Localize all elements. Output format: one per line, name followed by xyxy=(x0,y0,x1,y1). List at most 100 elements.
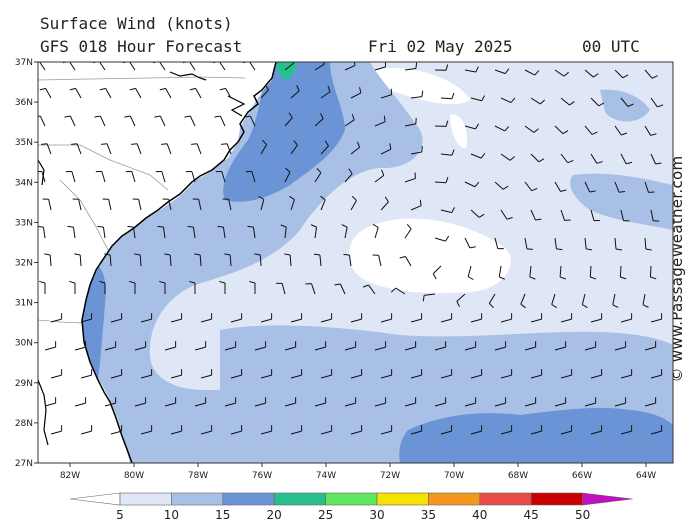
wind-barb xyxy=(320,195,326,211)
wind-barb xyxy=(554,237,563,251)
wind-barb xyxy=(650,209,660,222)
wind-barb xyxy=(350,369,363,379)
wind-barb xyxy=(217,225,226,239)
wind-barb xyxy=(200,425,213,435)
wind-barb xyxy=(71,143,82,155)
wind-barb xyxy=(224,341,237,351)
legend-swatch xyxy=(479,492,532,506)
wind-barb xyxy=(644,181,655,193)
wind-barb xyxy=(170,369,183,379)
wind-barb xyxy=(581,293,588,309)
wind-barb xyxy=(380,425,393,435)
wind-barb xyxy=(372,254,382,267)
wind-barb xyxy=(500,425,513,435)
wind-barb xyxy=(140,313,153,323)
wind-barb xyxy=(320,313,333,323)
wind-barb xyxy=(219,280,226,295)
wind-barb xyxy=(320,85,331,99)
wind-barb xyxy=(560,369,573,379)
wind-barb xyxy=(560,153,574,164)
wind-barb xyxy=(362,284,376,295)
wind-barb xyxy=(284,397,297,407)
legend-tick-label: 35 xyxy=(421,508,436,522)
wind-barb xyxy=(314,167,322,183)
land-area xyxy=(38,62,276,463)
wind-barb xyxy=(470,95,486,102)
wind-barb xyxy=(110,369,123,379)
wind-barb xyxy=(129,280,136,295)
wind-barb xyxy=(258,195,265,211)
wind-barb xyxy=(221,143,232,155)
wind-barb xyxy=(74,397,87,407)
legend-swatch xyxy=(325,492,378,506)
wind-barb xyxy=(650,97,664,108)
wind-barb xyxy=(154,115,166,127)
wind-barb xyxy=(520,293,526,309)
wind-barb xyxy=(125,170,136,183)
wind-barb xyxy=(529,265,536,280)
legend-swatch xyxy=(222,492,275,506)
wind-barb xyxy=(74,253,82,267)
wind-barb xyxy=(310,224,318,239)
wind-barb xyxy=(494,68,510,75)
wind-barb xyxy=(649,265,657,280)
lat-label: 27N xyxy=(15,459,33,469)
wind-barb xyxy=(380,143,392,155)
coastline xyxy=(38,379,49,446)
wind-barb xyxy=(260,139,268,155)
wind-barb xyxy=(500,209,513,220)
wind-barb xyxy=(560,97,575,106)
wind-barb xyxy=(434,176,449,184)
wind-barb xyxy=(590,97,605,107)
wind-barb xyxy=(524,69,540,76)
wind-barb xyxy=(374,62,387,71)
wind-band-15-20 xyxy=(590,413,640,438)
wind-barb xyxy=(260,369,273,379)
wind-barb xyxy=(305,283,316,295)
wind-barb xyxy=(399,255,412,267)
legend-tick-label: 45 xyxy=(524,508,539,522)
wind-barb xyxy=(470,153,486,159)
lon-label: 68W xyxy=(508,471,528,481)
wind-barb xyxy=(39,87,52,99)
wind-barb xyxy=(554,125,569,135)
coastline xyxy=(227,95,246,117)
wind-barb xyxy=(620,313,633,323)
wind-barb xyxy=(194,341,207,351)
wind-barb xyxy=(440,425,453,435)
wind-barb xyxy=(44,253,52,267)
wind-barb xyxy=(554,397,567,407)
wind-barb xyxy=(134,253,142,267)
wind-barb xyxy=(344,341,357,351)
wind-barb xyxy=(41,143,52,155)
wind-barb xyxy=(80,369,93,379)
wind-barb xyxy=(410,145,423,155)
wind-barb xyxy=(222,198,232,211)
state-border xyxy=(38,144,169,191)
wind-barb xyxy=(374,341,387,351)
wind-barb xyxy=(132,198,142,211)
wind-barb xyxy=(380,196,389,211)
wind-barb xyxy=(290,140,298,155)
lat-label: 37N xyxy=(15,58,33,68)
state-border xyxy=(38,319,83,324)
wind-barb xyxy=(410,199,422,211)
wind-barb xyxy=(380,88,393,99)
wind-barb xyxy=(524,181,538,192)
wind-barb xyxy=(380,369,393,379)
lon-label: 82W xyxy=(60,471,80,481)
wind-barb xyxy=(344,397,357,407)
wind-barb xyxy=(554,69,569,77)
wind-barb xyxy=(320,140,329,155)
wind-barb xyxy=(194,397,207,407)
wind-barb xyxy=(290,425,303,435)
wind-barb xyxy=(590,209,600,222)
wind-barb xyxy=(456,293,466,307)
wind-barb xyxy=(44,341,57,351)
wind-barb xyxy=(74,341,87,351)
lat-label: 34N xyxy=(15,178,33,188)
wind-barb xyxy=(343,253,352,267)
wind-barb xyxy=(404,62,418,71)
wind-barb xyxy=(589,265,597,280)
wind-barb xyxy=(372,223,379,239)
